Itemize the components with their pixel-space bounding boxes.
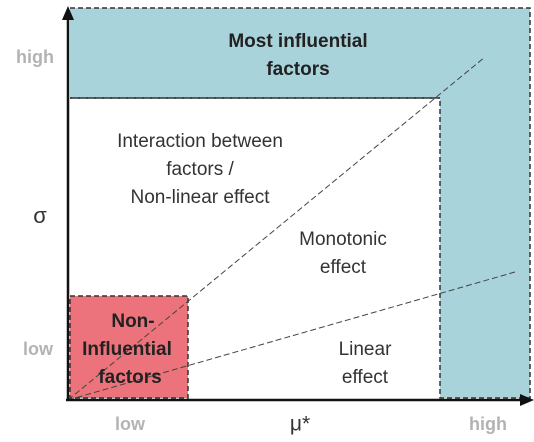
region-text: Interaction between — [117, 131, 283, 152]
region-text: Non- — [111, 311, 154, 332]
y-high: high — [16, 47, 54, 67]
region-text: Non-linear effect — [130, 187, 270, 208]
region-text: Most influential — [228, 31, 367, 52]
region-text: Influential — [82, 339, 172, 360]
region-text: effect — [320, 257, 367, 278]
region-text: Linear — [339, 339, 392, 360]
pink-region — [69, 295, 189, 399]
x-arrow — [520, 394, 534, 406]
region-text: factors / — [166, 159, 234, 180]
x-high: high — [469, 414, 507, 434]
region-text: Monotonic — [299, 229, 387, 250]
x-low: low — [115, 414, 146, 434]
y-low: low — [23, 339, 54, 359]
region-text: factors — [266, 59, 329, 80]
y-label: σ — [33, 203, 47, 228]
x-label: μ* — [290, 413, 310, 436]
dashed-line — [67, 271, 516, 401]
right-region — [440, 98, 530, 398]
region-text: factors — [98, 367, 161, 388]
y-arrow — [62, 6, 74, 20]
region-text: effect — [342, 367, 389, 388]
top-region — [70, 8, 530, 98]
